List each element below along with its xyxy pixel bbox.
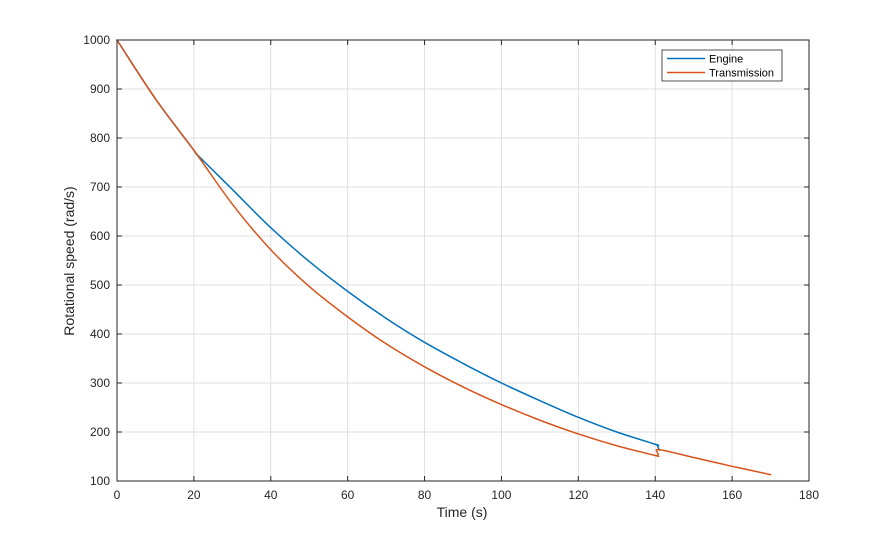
y-tick-label: 900 [90, 82, 110, 96]
y-tick-label: 700 [90, 180, 110, 194]
y-tick-label: 1000 [83, 33, 110, 47]
series-line-transmission [116, 39, 772, 476]
series-group [116, 39, 772, 476]
x-tick-label: 0 [114, 488, 121, 502]
legend-box [661, 49, 783, 82]
y-tick-label: 500 [90, 278, 110, 292]
y-tick-labels: 100 200 300 400 500 600 700 800 900 1000 [83, 33, 110, 488]
legend[interactable]: Engine Transmission [661, 49, 783, 82]
x-tick-label: 60 [341, 488, 355, 502]
x-tick-label: 140 [645, 488, 665, 502]
x-tick-label: 120 [568, 488, 588, 502]
legend-entry-transmission: Transmission [709, 68, 774, 80]
axes-frame [116, 39, 810, 482]
y-tick-label: 200 [90, 425, 110, 439]
x-tick-labels: 0 20 40 60 80 100 120 140 160 180 [114, 488, 820, 502]
y-tick-label: 800 [90, 131, 110, 145]
y-tick-label: 100 [90, 474, 110, 488]
y-tick-label: 600 [90, 229, 110, 243]
grid [116, 39, 810, 482]
x-tick-label: 180 [799, 488, 819, 502]
x-tick-label: 160 [722, 488, 742, 502]
y-axis-label: Rotational speed (rad/s) [61, 186, 77, 335]
x-tick-label: 40 [264, 488, 278, 502]
y-tick-label: 400 [90, 327, 110, 341]
series-line-engine [116, 39, 660, 451]
x-tick-label: 100 [491, 488, 511, 502]
x-tick-label: 20 [187, 488, 201, 502]
x-tick-label: 80 [418, 488, 432, 502]
tick-marks [116, 39, 810, 482]
y-tick-label: 300 [90, 376, 110, 390]
legend-entry-engine: Engine [709, 54, 743, 66]
x-axis-label: Time (s) [437, 504, 488, 520]
